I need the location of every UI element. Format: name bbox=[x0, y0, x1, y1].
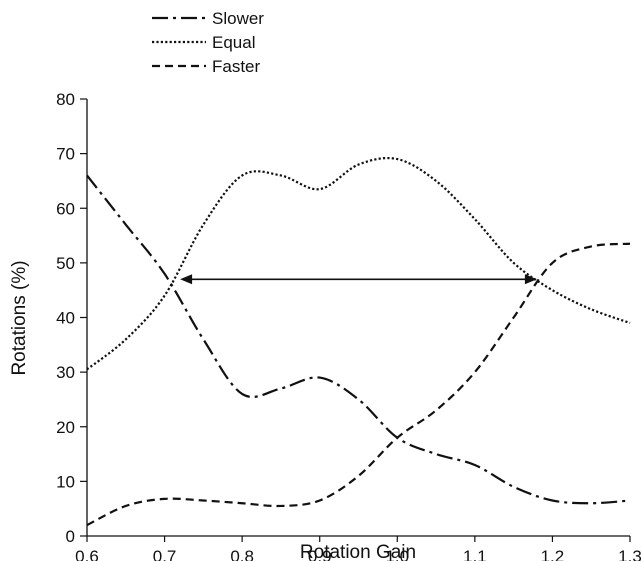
y-axis-title: Rotations (%) bbox=[9, 260, 30, 375]
x-tick-label: 1.0 bbox=[385, 547, 409, 561]
y-tick-label: 20 bbox=[56, 418, 75, 437]
arrowhead-left bbox=[180, 274, 193, 285]
x-tick-label: 1.3 bbox=[618, 547, 642, 561]
x-tick-label: 0.7 bbox=[153, 547, 177, 561]
x-tick-label: 0.8 bbox=[230, 547, 254, 561]
x-tick-label: 1.2 bbox=[541, 547, 565, 561]
y-ticks: 0 10 20 30 40 50 60 70 80 bbox=[56, 90, 87, 546]
legend-label: Equal bbox=[212, 33, 255, 52]
series-layer bbox=[86, 156, 631, 527]
annotation-layer bbox=[180, 274, 537, 285]
y-tick-label: 30 bbox=[56, 363, 75, 382]
y-tick-label: 40 bbox=[56, 309, 75, 328]
y-tick-label: 50 bbox=[56, 254, 75, 273]
arrowhead-right bbox=[524, 274, 537, 285]
x-tick-label: 0.9 bbox=[308, 547, 332, 561]
y-tick-label: 0 bbox=[66, 527, 75, 546]
x-axis-title: Rotation Gain bbox=[300, 542, 416, 561]
x-ticks: 0.6 0.7 0.8 0.9 1.0 1.1 1.2 1.3 bbox=[75, 536, 642, 561]
x-tick-label: 1.1 bbox=[463, 547, 487, 561]
y-tick-label: 70 bbox=[56, 145, 75, 164]
legend-label: Slower bbox=[212, 9, 264, 28]
legend-label: Faster bbox=[212, 57, 261, 76]
series-line-faster bbox=[86, 242, 631, 527]
y-tick-label: 60 bbox=[56, 199, 75, 218]
y-tick-label: 10 bbox=[56, 472, 75, 491]
series-line-equal bbox=[86, 156, 631, 371]
legend: Slower Equal Faster bbox=[152, 9, 264, 76]
y-tick-label: 80 bbox=[56, 90, 75, 109]
series-line-slower bbox=[86, 174, 631, 505]
x-tick-label: 0.6 bbox=[75, 547, 99, 561]
